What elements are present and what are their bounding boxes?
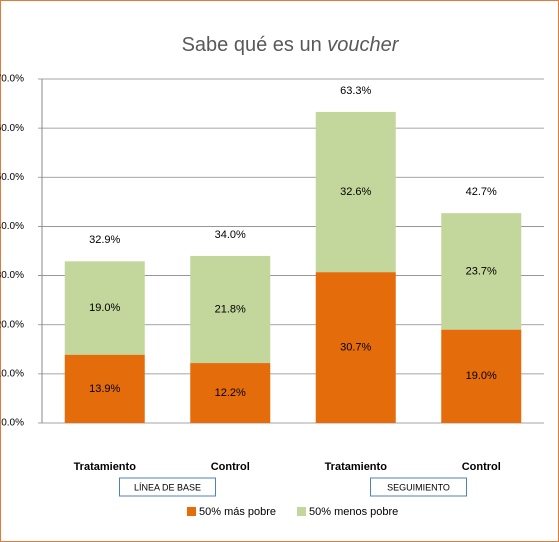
legend-label: 50% menos pobre [309,506,398,518]
bar-segment [64,261,145,355]
bar-segment [190,363,271,423]
group-box [119,477,216,497]
value-label: 32.6% [340,186,371,198]
bar-segment [64,354,145,423]
x-tick-label: Tratamiento [325,461,388,473]
bar-segment [441,213,522,330]
value-label: 21.8% [215,303,246,315]
total-label: 34.0% [215,229,246,241]
total-label: 32.9% [89,234,120,246]
total-label: 63.3% [340,85,371,97]
y-tick-label: 10.0% [0,368,24,379]
legend-swatch [297,507,306,516]
x-tick-label: Tratamiento [74,461,137,473]
y-tick-label: 50.0% [0,172,24,183]
bar-segment [441,329,522,423]
y-tick-label: 70.0% [0,74,24,85]
y-tick-label: 60.0% [0,123,24,134]
title-text: Sabe qué es un [182,34,322,56]
group-box [370,477,467,497]
y-tick-label: 0.0% [1,418,24,429]
x-tick-label: Control [462,461,501,473]
legend-swatch [187,507,196,516]
bar-segment [315,111,396,273]
value-label: 12.2% [215,387,246,399]
y-tick-label: 20.0% [0,319,24,330]
value-label: 19.0% [89,302,120,314]
bar-segment [190,255,271,364]
y-tick-label: 40.0% [0,221,24,232]
legend-label: 50% más pobre [199,506,276,518]
value-label: 30.7% [340,341,371,353]
title-italic: voucher [327,34,399,56]
value-label: 19.0% [466,370,497,382]
value-label: 23.7% [466,265,497,277]
bar-segment [315,272,396,423]
x-tick-label: Control [211,461,250,473]
group-label: SEGUIMIENTO [387,482,450,492]
chart-title: Sabe qué es un voucher [182,34,400,56]
y-tick-label: 30.0% [0,270,24,281]
value-label: 13.9% [89,383,120,395]
group-label: LÍNEA DE BASE [134,482,201,492]
total-label: 42.7% [466,186,497,198]
